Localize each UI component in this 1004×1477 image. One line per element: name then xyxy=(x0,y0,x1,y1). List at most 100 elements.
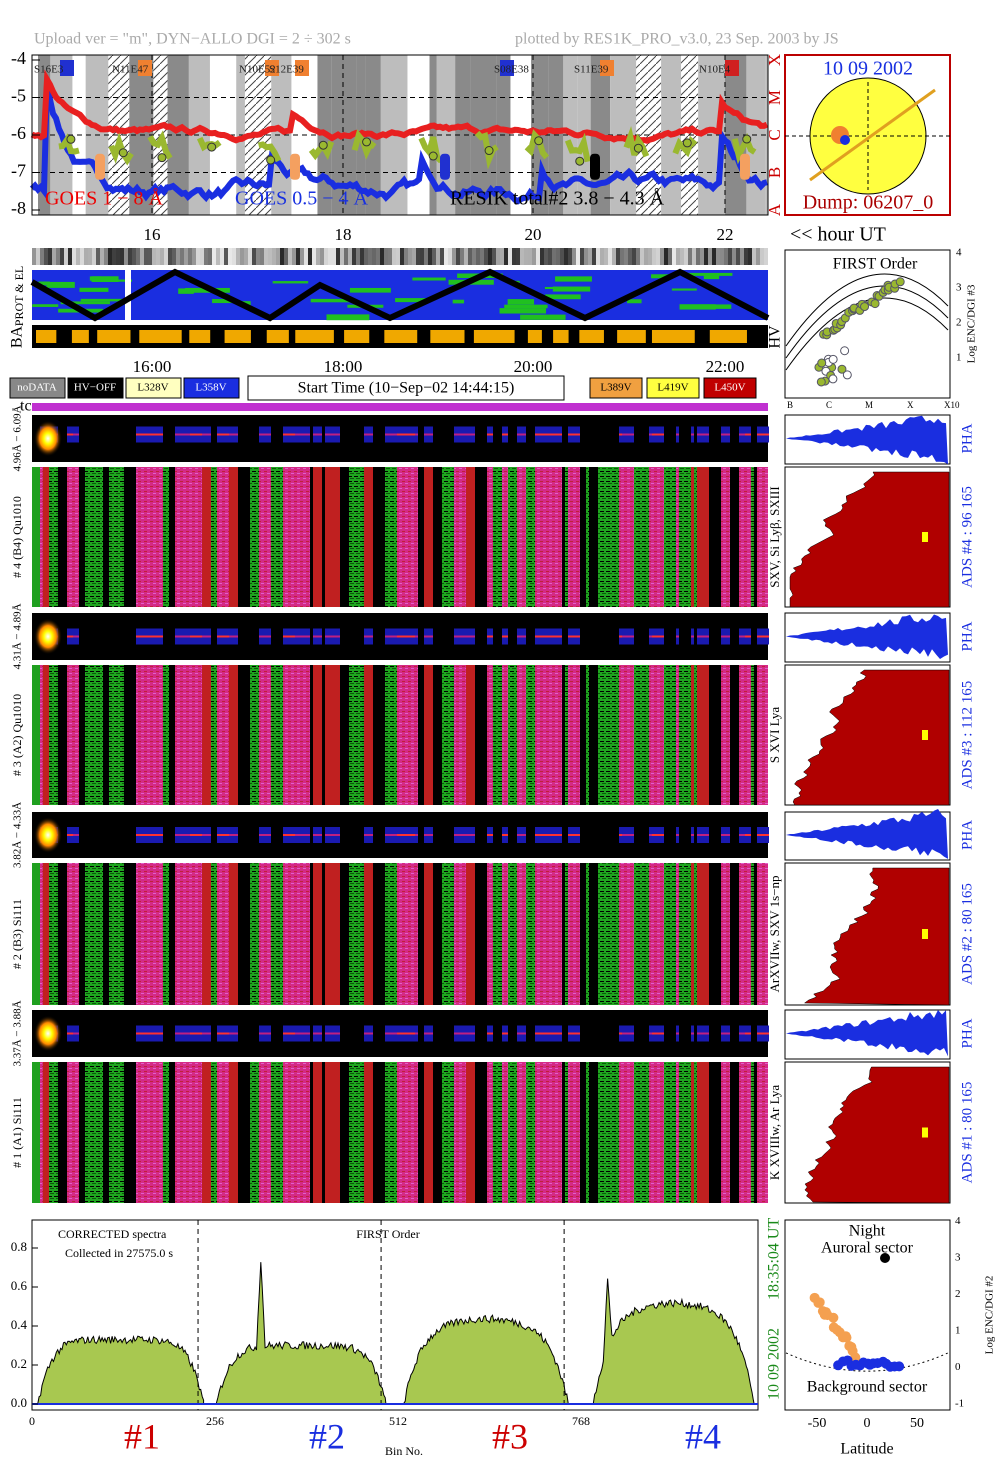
x-tick-label: M xyxy=(865,400,873,410)
y-tick-label: 3 xyxy=(956,282,962,294)
gray-strip xyxy=(744,248,748,265)
pha-line xyxy=(295,1032,298,1035)
gray-strip xyxy=(68,248,72,265)
big-column xyxy=(433,863,442,1005)
big-column xyxy=(358,665,364,805)
big-column xyxy=(349,665,358,805)
big-column xyxy=(730,1062,739,1203)
gray-strip xyxy=(396,248,400,265)
gray-strip xyxy=(408,248,412,265)
big-column xyxy=(91,467,103,607)
lines-label: K XVIIIw, Ar Lya xyxy=(767,1085,782,1180)
pha-line xyxy=(622,635,634,638)
big-column xyxy=(325,1062,337,1203)
big-column xyxy=(229,1062,238,1203)
spectrum-area xyxy=(215,1262,387,1405)
pha-line xyxy=(142,1032,151,1035)
big-column xyxy=(646,1062,649,1203)
legend-box xyxy=(646,377,700,399)
gray-strip xyxy=(240,248,244,265)
big-column xyxy=(229,665,238,805)
big-column xyxy=(202,1062,211,1203)
big-column xyxy=(340,863,349,1005)
goes-point xyxy=(318,140,328,150)
prot-noise xyxy=(679,304,716,310)
goes-point xyxy=(66,134,76,144)
gray-strip xyxy=(228,248,232,265)
big-column xyxy=(67,863,73,1005)
gray-strip xyxy=(696,248,700,265)
big-column xyxy=(730,467,739,607)
first-point xyxy=(828,374,838,384)
pha-line xyxy=(151,635,163,638)
big-column xyxy=(163,467,169,607)
pha-line xyxy=(721,635,730,638)
big-column xyxy=(112,1062,124,1203)
big-column xyxy=(169,467,175,607)
pha-line xyxy=(652,834,664,836)
big-column xyxy=(526,863,535,1005)
big-column xyxy=(568,1062,577,1203)
gray-strip xyxy=(172,248,176,265)
pha-line xyxy=(283,635,295,638)
big-column xyxy=(757,863,766,1005)
prot-noise xyxy=(412,277,446,281)
goes-point xyxy=(362,137,372,147)
pha-line xyxy=(466,433,475,436)
big-column xyxy=(73,863,79,1005)
big-column xyxy=(664,665,667,805)
pha-line xyxy=(757,433,766,436)
big-column xyxy=(754,1062,757,1203)
big-column xyxy=(619,863,622,1005)
pha-line xyxy=(313,635,322,638)
y-tick-label: 0.6 xyxy=(11,1278,28,1293)
goes-resik xyxy=(731,132,757,165)
goes-resik xyxy=(351,129,377,160)
big-column xyxy=(493,467,502,607)
big-column xyxy=(283,665,295,805)
pha-line xyxy=(757,834,766,836)
big-column xyxy=(619,1062,622,1203)
prot-noise xyxy=(60,301,110,305)
pha-line xyxy=(652,635,664,638)
big-column xyxy=(298,1062,310,1203)
pha-line xyxy=(649,635,652,638)
prot-noise xyxy=(272,281,309,284)
pha-line xyxy=(73,834,79,836)
big-column xyxy=(373,1062,385,1203)
big-column xyxy=(109,863,112,1005)
big-column xyxy=(364,863,373,1005)
pha-line xyxy=(547,433,550,436)
big-column xyxy=(709,1062,721,1203)
pha-line xyxy=(619,1032,622,1035)
goes-point xyxy=(118,148,128,158)
goes-point xyxy=(207,142,217,152)
gray-strip xyxy=(380,248,384,265)
spectrum-note: CORRECTED spectra xyxy=(58,1227,167,1241)
pha-line xyxy=(691,1032,694,1035)
gray-strip xyxy=(504,248,508,265)
big-column xyxy=(79,467,85,607)
big-column xyxy=(190,1062,199,1203)
y-tick-label: 1 xyxy=(955,1325,961,1337)
big-column xyxy=(433,665,442,805)
channel-name: # 4 (B4) Qu1010 xyxy=(10,496,24,578)
pha-line xyxy=(136,433,142,436)
prot-gap xyxy=(125,270,131,320)
big-column xyxy=(295,467,298,607)
big-column xyxy=(694,467,697,607)
orbit-trace xyxy=(30,268,770,322)
big-column xyxy=(322,665,325,805)
pha-line xyxy=(412,1032,415,1035)
prot-noise xyxy=(46,281,75,288)
region-label: N11E47 xyxy=(112,64,149,76)
gray-strip xyxy=(748,248,752,265)
big-column xyxy=(766,1062,768,1203)
big-column xyxy=(310,863,313,1005)
y-tick-label: 0.0 xyxy=(11,1395,27,1410)
gray-strip xyxy=(232,248,236,265)
y-tick-label: 0 xyxy=(955,1361,961,1373)
pha-line xyxy=(184,834,190,836)
big-column xyxy=(337,665,340,805)
big-column xyxy=(211,467,217,607)
